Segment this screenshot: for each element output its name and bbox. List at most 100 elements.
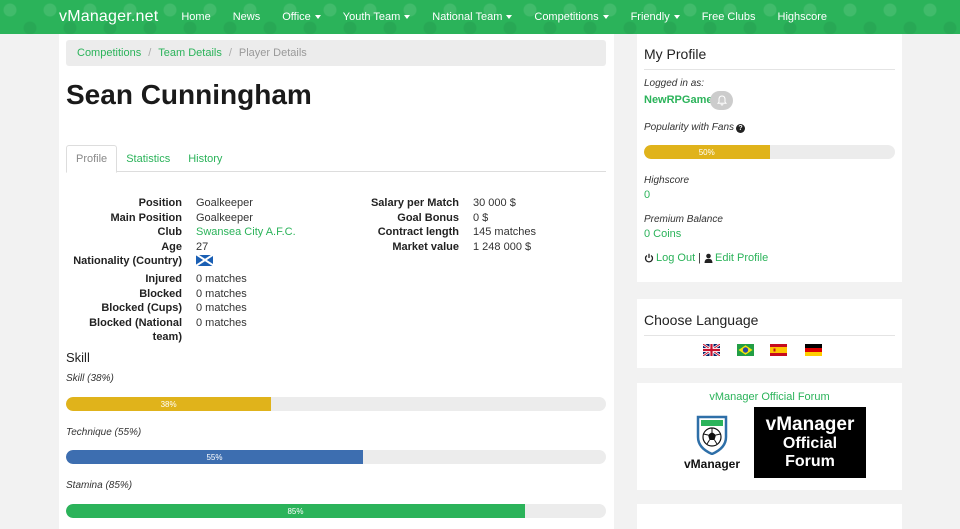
info-row-position: Position Goalkeeper	[59, 196, 296, 211]
skill-label: Technique (55%)	[66, 427, 142, 438]
info-label: Blocked	[139, 287, 182, 300]
forum-logo[interactable]: vManager	[679, 415, 745, 471]
breadcrumb-team-details[interactable]: Team Details	[158, 47, 222, 59]
divider	[644, 69, 895, 70]
page-title: Sean Cunningham	[66, 79, 312, 110]
nav-news[interactable]: News	[222, 0, 272, 34]
info-label: Goal Bonus	[397, 211, 459, 224]
logout-link[interactable]: Log Out	[656, 252, 696, 264]
nav-label: Youth Team	[342, 11, 401, 23]
info-row-blocked-national-team: Blocked (National team) 0 matches	[59, 316, 296, 344]
brand-logo[interactable]: vManager.net	[59, 8, 159, 25]
nav-national-team[interactable]: National Team	[421, 0, 523, 34]
nav-home[interactable]: Home	[170, 0, 221, 34]
info-row-salary-per-match: Salary per Match 30 000 $	[359, 196, 536, 211]
player-info-left: Position Goalkeeper Main Position Goalkeepe…	[59, 196, 296, 344]
info-label: Salary per Match	[370, 197, 459, 209]
forum-banner-line: Forum	[785, 452, 835, 470]
info-label: Blocked (Cups)	[101, 302, 182, 315]
profile-tabs: Profile Statistics History	[66, 145, 606, 173]
popularity-bar-fill: 50%	[644, 145, 770, 159]
scotland-flag-icon	[196, 254, 213, 266]
nav-label: Highscore	[777, 11, 828, 23]
breadcrumb: Competitions / Team Details / Player Det…	[66, 40, 606, 66]
my-profile-card: My Profile Logged in as: NewRPGames Popu…	[637, 34, 902, 282]
highscore-label: Highscore	[644, 175, 690, 186]
info-row-injured: Injured 0 matches	[59, 272, 296, 287]
info-row-goal-bonus: Goal Bonus 0 $	[359, 211, 536, 226]
info-row-club: Club Swansea City A.F.C.	[59, 225, 296, 240]
info-value-position: Goalkeeper	[196, 197, 253, 209]
info-value-blocked-national-team: 0 matches	[196, 316, 247, 329]
info-row-contract-length: Contract length 145 matches	[359, 225, 536, 240]
help-icon[interactable]: ?	[736, 124, 746, 133]
info-row-blocked-cups: Blocked (Cups) 0 matches	[59, 301, 296, 316]
germany-flag-icon[interactable]	[805, 344, 822, 356]
skill-bar-fill: 55%	[66, 450, 363, 464]
forum-card: vManager Official Forum vManager vManage…	[637, 383, 902, 490]
logged-in-label: Logged in as:	[644, 78, 705, 89]
tab-statistics[interactable]: Statistics	[126, 152, 171, 165]
forum-banner[interactable]: vManager Official Forum	[754, 407, 866, 478]
info-value-club[interactable]: Swansea City A.F.C.	[196, 226, 296, 239]
link-separator: |	[698, 252, 701, 264]
forum-banner-line: Official	[782, 435, 838, 453]
nav-youth-team[interactable]: Youth Team	[332, 0, 422, 34]
skill-bar: 85%	[66, 504, 606, 518]
nav-label: Competitions	[534, 11, 599, 23]
brazil-flag-icon[interactable]	[737, 344, 754, 356]
premium-balance-value[interactable]: 0 Coins	[644, 228, 682, 240]
info-value-salary-per-match: 30 000 $	[473, 197, 516, 209]
popularity-label: Popularity with Fans?	[644, 122, 746, 133]
tab-history[interactable]: History	[188, 152, 223, 165]
info-value-injured: 0 matches	[196, 272, 247, 285]
popularity-bar: 50%	[644, 145, 895, 159]
forum-banner-line: vManager	[765, 413, 855, 435]
caret-down-icon	[673, 15, 680, 19]
info-label: Contract length	[377, 226, 459, 239]
breadcrumb-player-details: Player Details	[238, 47, 307, 59]
info-label: Injured	[145, 272, 182, 285]
player-info-right: Salary per Match 30 000 $ Goal Bonus 0 $ Con…	[359, 196, 536, 254]
caret-down-icon	[506, 15, 513, 19]
uk-flag-icon[interactable]	[703, 344, 720, 356]
skill-heading: Skill	[66, 350, 90, 365]
username-link[interactable]: NewRPGames	[644, 94, 719, 106]
skill-bar-fill: 38%	[66, 397, 272, 411]
highscore-value[interactable]: 0	[644, 189, 651, 201]
power-icon	[644, 253, 654, 263]
nav-label: Office	[282, 11, 311, 23]
bell-icon	[716, 95, 727, 106]
forum-logo-text: vManager	[683, 457, 741, 471]
info-label: Market value	[392, 240, 459, 253]
edit-profile-link[interactable]: Edit Profile	[715, 252, 769, 264]
notifications-button[interactable]	[710, 91, 733, 110]
info-value-age: 27	[196, 240, 209, 253]
nav-friendly[interactable]: Friendly	[620, 0, 691, 34]
language-title: Choose Language	[644, 312, 759, 328]
language-card: Choose Language	[637, 299, 902, 368]
profile-links: Log Out | Edit Profile	[644, 252, 768, 264]
info-row-blocked: Blocked 0 matches	[59, 287, 296, 302]
nav-competitions[interactable]: Competitions	[523, 0, 619, 34]
nav-highscore[interactable]: Highscore	[767, 0, 839, 34]
skill-bar: 38%	[66, 397, 606, 411]
spain-flag-icon[interactable]	[770, 344, 787, 356]
nav-office[interactable]: Office	[271, 0, 332, 34]
profile-title: My Profile	[644, 46, 707, 62]
nav-free-clubs[interactable]: Free Clubs	[691, 0, 767, 34]
info-value-goal-bonus: 0 $	[473, 211, 489, 224]
info-label: Club	[157, 226, 182, 239]
forum-title-link[interactable]: vManager Official Forum	[709, 391, 830, 403]
popularity-label-text: Popularity with Fans	[644, 122, 735, 133]
info-label: Position	[138, 197, 182, 209]
info-value-blocked-cups: 0 matches	[196, 302, 247, 315]
divider	[644, 335, 895, 336]
breadcrumb-competitions[interactable]: Competitions	[77, 47, 142, 59]
nav-label: Friendly	[630, 11, 670, 23]
caret-down-icon	[314, 15, 321, 19]
info-label: Nationality (Country)	[73, 255, 182, 268]
tab-profile[interactable]: Profile	[66, 145, 118, 173]
sidebar-card	[637, 504, 902, 529]
info-row-nationality-country: Nationality (Country)	[59, 254, 296, 272]
